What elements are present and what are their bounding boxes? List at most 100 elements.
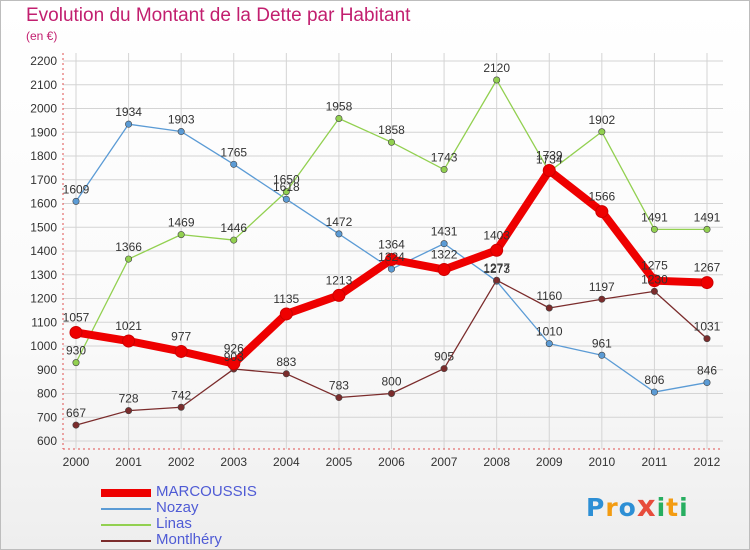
data-point <box>440 240 448 248</box>
data-label: 1469 <box>168 216 195 230</box>
y-tick-label: 1700 <box>30 173 57 187</box>
data-label: 667 <box>66 406 86 420</box>
legend-item: Linas <box>101 515 321 532</box>
y-tick-label: 1600 <box>30 197 57 211</box>
data-point <box>282 195 290 203</box>
data-label: 1135 <box>273 292 299 306</box>
y-tick-label: 700 <box>37 410 57 424</box>
data-point <box>177 403 185 411</box>
data-label: 1491 <box>694 210 721 224</box>
data-label: 1934 <box>115 105 142 119</box>
y-tick-label: 600 <box>37 434 57 448</box>
data-label: 1431 <box>431 225 458 239</box>
data-label: 1031 <box>694 320 721 334</box>
legend-swatch <box>101 508 151 510</box>
data-point <box>598 295 606 303</box>
y-tick-label: 1500 <box>30 220 57 234</box>
data-label: 1021 <box>115 319 142 333</box>
data-label: 1743 <box>431 151 458 165</box>
legend-item: Montlhéry <box>101 531 321 548</box>
data-label: 1010 <box>536 325 563 339</box>
data-point <box>598 351 606 359</box>
data-point <box>72 359 80 367</box>
data-point <box>650 225 658 233</box>
y-tick-label: 2000 <box>30 102 57 116</box>
y-tick-label: 2100 <box>30 78 57 92</box>
y-tick-label: 2200 <box>30 54 57 68</box>
data-label: 1446 <box>220 221 247 235</box>
data-point <box>72 197 80 205</box>
data-label: 728 <box>119 392 139 406</box>
data-label: 1322 <box>431 248 458 262</box>
data-point <box>279 307 293 321</box>
data-point <box>598 128 606 136</box>
legend-item: MARCOUSSIS <box>101 483 321 500</box>
data-label: 1858 <box>378 123 405 137</box>
data-label: 742 <box>171 388 191 402</box>
data-point <box>125 407 133 415</box>
data-point <box>177 231 185 239</box>
data-point <box>493 276 501 284</box>
data-point <box>440 365 448 373</box>
data-label: 961 <box>592 336 612 350</box>
logo-letter: i <box>679 493 689 522</box>
data-label: 1364 <box>378 238 405 252</box>
legend-swatch <box>101 524 151 526</box>
data-label: 1197 <box>589 280 615 294</box>
legend: MARCOUSSIS Nozay Linas Montlhéry <box>101 483 321 548</box>
legend-swatch <box>101 489 151 497</box>
data-labels: 1609 1934 1903 1765 1618 1472 1324 1431 1273 1010… <box>63 61 721 420</box>
data-point <box>493 76 501 84</box>
data-point <box>490 243 504 257</box>
data-point <box>174 344 188 358</box>
data-label: 1267 <box>694 261 721 275</box>
data-point <box>595 205 609 219</box>
logo-letter: x <box>636 489 657 523</box>
data-point <box>650 388 658 396</box>
y-tick-label: 1900 <box>30 125 57 139</box>
data-label: 1618 <box>273 180 300 194</box>
data-label: 1273 <box>483 262 510 276</box>
x-tick-label: 2005 <box>326 455 353 469</box>
data-point <box>647 274 661 288</box>
data-label: 977 <box>171 329 191 343</box>
data-label: 800 <box>381 375 401 389</box>
data-point <box>72 421 80 429</box>
x-tick-label: 2009 <box>536 455 563 469</box>
data-point <box>122 334 136 348</box>
logo-letter: o <box>618 493 637 522</box>
x-tick-label: 2010 <box>588 455 615 469</box>
data-label: 1609 <box>63 182 90 196</box>
data-label: 930 <box>66 344 86 358</box>
data-point <box>125 120 133 128</box>
data-label: 1650 <box>273 173 300 187</box>
y-tick-label: 1800 <box>30 149 57 163</box>
x-tick-label: 2001 <box>115 455 142 469</box>
data-point <box>230 236 238 244</box>
data-point <box>385 253 398 267</box>
data-label: 1403 <box>483 228 510 242</box>
axes: 600 700 800 900 1000 1100 1200 1300 1400 1500 1600… <box>30 53 723 469</box>
data-label: 1958 <box>326 99 353 113</box>
data-label: 1734 <box>536 153 563 167</box>
y-tick-label: 900 <box>37 363 57 377</box>
data-label: 1277 <box>483 261 510 275</box>
data-label: 1491 <box>641 210 668 224</box>
data-point <box>387 138 395 146</box>
data-point <box>335 114 343 122</box>
y-tick-label: 1400 <box>30 244 57 258</box>
data-label: 1566 <box>588 190 615 204</box>
data-point <box>335 394 343 402</box>
x-tick-label: 2012 <box>694 455 721 469</box>
data-point <box>282 370 290 378</box>
data-label: 1739 <box>536 148 563 162</box>
data-label: 1275 <box>641 259 668 273</box>
data-label: 1230 <box>641 272 668 286</box>
y-tick-label: 1100 <box>31 315 57 329</box>
legend-label: Nozay <box>156 499 199 516</box>
x-tick-label: 2006 <box>378 455 405 469</box>
legend-label: MARCOUSSIS <box>156 483 257 500</box>
chart-unit: (en €) <box>26 29 58 43</box>
data-point <box>387 265 395 273</box>
